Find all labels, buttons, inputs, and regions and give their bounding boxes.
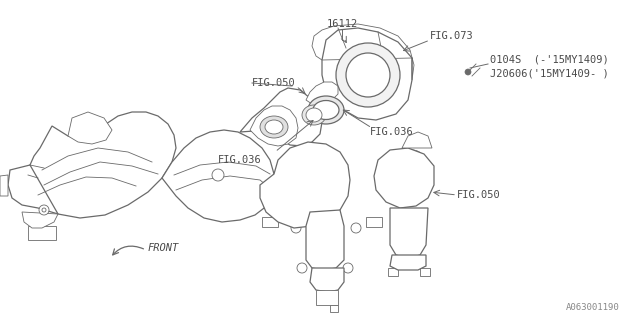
- Polygon shape: [240, 88, 322, 146]
- Polygon shape: [402, 132, 432, 148]
- Circle shape: [336, 43, 400, 107]
- Polygon shape: [0, 175, 8, 196]
- Bar: [388, 268, 398, 276]
- Circle shape: [297, 263, 307, 273]
- Ellipse shape: [308, 96, 344, 124]
- Polygon shape: [330, 305, 338, 312]
- Polygon shape: [22, 212, 58, 228]
- Circle shape: [346, 53, 390, 97]
- Polygon shape: [68, 112, 112, 144]
- Polygon shape: [390, 255, 426, 270]
- Circle shape: [343, 263, 353, 273]
- Text: FRONT: FRONT: [148, 243, 179, 253]
- Circle shape: [212, 169, 224, 181]
- Text: FIG.073: FIG.073: [430, 31, 474, 41]
- Polygon shape: [306, 210, 344, 270]
- Text: FIG.036: FIG.036: [218, 155, 262, 165]
- Text: FIG.050: FIG.050: [252, 78, 296, 88]
- Polygon shape: [162, 130, 274, 222]
- Polygon shape: [310, 268, 344, 292]
- Polygon shape: [374, 148, 434, 208]
- Text: FIG.036: FIG.036: [370, 127, 413, 137]
- Text: FIG.050: FIG.050: [457, 190, 500, 200]
- Polygon shape: [316, 290, 338, 305]
- Ellipse shape: [306, 108, 322, 122]
- Polygon shape: [322, 28, 412, 120]
- Bar: [28, 226, 56, 240]
- Polygon shape: [8, 165, 58, 214]
- Ellipse shape: [313, 100, 339, 119]
- Polygon shape: [250, 106, 298, 146]
- Text: 0104S  (-'15MY1409): 0104S (-'15MY1409): [490, 55, 609, 65]
- Polygon shape: [260, 142, 350, 228]
- Circle shape: [351, 223, 361, 233]
- Circle shape: [39, 205, 49, 215]
- Text: A063001190: A063001190: [566, 303, 620, 313]
- Bar: [420, 268, 430, 276]
- Ellipse shape: [260, 116, 288, 138]
- Text: J20606('15MY1409- ): J20606('15MY1409- ): [490, 69, 609, 79]
- Polygon shape: [306, 82, 338, 104]
- Circle shape: [291, 223, 301, 233]
- Circle shape: [465, 69, 471, 75]
- Circle shape: [42, 208, 46, 212]
- Bar: [262, 217, 278, 227]
- Ellipse shape: [265, 120, 283, 134]
- Polygon shape: [28, 112, 176, 218]
- Polygon shape: [390, 208, 428, 258]
- Text: 16112: 16112: [326, 19, 358, 29]
- Bar: [366, 217, 382, 227]
- Ellipse shape: [302, 105, 326, 125]
